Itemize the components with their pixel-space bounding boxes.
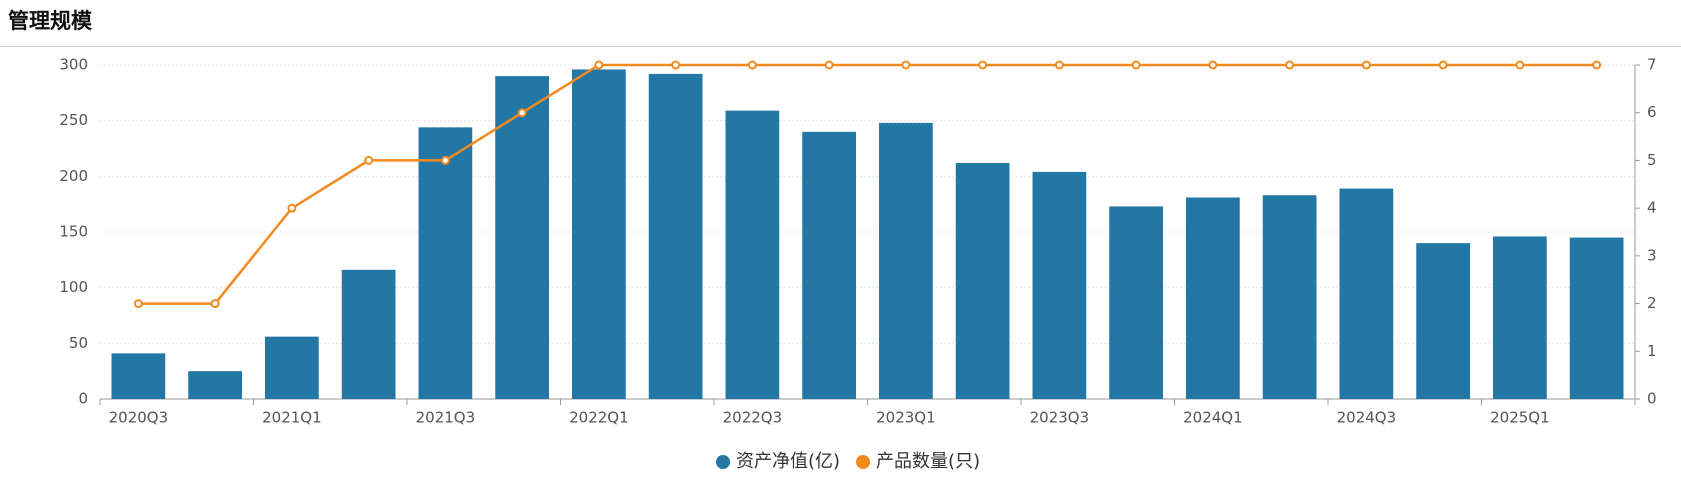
- bar: [1186, 197, 1240, 399]
- x-tick-label: 2023Q1: [876, 409, 936, 427]
- bar: [1569, 237, 1624, 399]
- line-point: [1285, 60, 1295, 70]
- legend-marker: [716, 455, 730, 469]
- x-tick-label: 2025Q1: [1490, 409, 1550, 427]
- line-point: [287, 203, 297, 213]
- bar: [341, 269, 396, 399]
- line-point: [364, 155, 374, 165]
- y2-tick-label: 7: [1647, 56, 1657, 74]
- bar: [879, 122, 933, 399]
- y2-tick-label: 6: [1647, 103, 1657, 121]
- y-tick-label: 0: [78, 390, 88, 408]
- bar: [648, 73, 703, 399]
- y-tick-label: 50: [69, 334, 88, 352]
- y-tick-label: 200: [59, 167, 88, 185]
- legend-label: 资产净值(亿): [736, 451, 840, 472]
- bar: [1032, 171, 1087, 399]
- line-point: [1592, 60, 1602, 70]
- bar: [1262, 195, 1317, 399]
- bar: [725, 110, 780, 399]
- x-tick-label: 2024Q3: [1337, 409, 1397, 427]
- x-tick-label: 2023Q3: [1030, 409, 1090, 427]
- x-tick-label: 2022Q1: [569, 409, 629, 427]
- x-tick-label: 2021Q3: [416, 409, 476, 427]
- line-point: [1515, 60, 1525, 70]
- line-point: [671, 60, 681, 70]
- line-point: [517, 108, 527, 118]
- line-point: [978, 60, 988, 70]
- x-tick-label: 2021Q1: [262, 409, 322, 427]
- bar: [802, 131, 856, 400]
- y-tick-label: 300: [59, 56, 88, 74]
- line-point: [133, 299, 143, 309]
- x-tick-label: 2022Q3: [723, 409, 783, 427]
- bar: [1339, 188, 1394, 399]
- bar: [1493, 236, 1547, 399]
- bar: [265, 336, 319, 399]
- line-point: [440, 155, 450, 165]
- y2-tick-label: 3: [1647, 246, 1657, 264]
- y2-tick-label: 1: [1647, 342, 1657, 360]
- bar: [495, 76, 549, 399]
- line-point: [1208, 60, 1218, 70]
- bar: [955, 162, 1010, 399]
- line-point: [824, 60, 834, 70]
- x-tick-label: 2020Q3: [109, 409, 169, 427]
- bar: [111, 353, 166, 399]
- bar: [572, 69, 626, 399]
- y2-tick-label: 5: [1647, 151, 1657, 169]
- line: [138, 63, 1597, 305]
- y-tick-label: 100: [59, 278, 88, 296]
- x-tick-label: 2024Q1: [1183, 409, 1243, 427]
- line-point: [1054, 60, 1064, 70]
- y-tick-label: 250: [59, 111, 88, 129]
- bar: [188, 371, 242, 399]
- line-point: [210, 299, 220, 309]
- y2-tick-label: 4: [1647, 199, 1657, 217]
- line-point: [1438, 60, 1448, 70]
- line-point: [747, 60, 757, 70]
- bar: [1416, 243, 1470, 399]
- line-point: [1131, 60, 1141, 70]
- chart-title: 管理规模: [8, 9, 93, 33]
- line-point: [901, 60, 911, 70]
- legend-label: 产品数量(只): [876, 451, 980, 472]
- y2-tick-label: 0: [1647, 390, 1657, 408]
- bar: [1109, 206, 1163, 399]
- legend-marker: [856, 455, 871, 469]
- y-tick-label: 150: [59, 223, 88, 241]
- bar: [418, 127, 473, 399]
- line-point: [594, 60, 604, 70]
- y2-tick-label: 2: [1647, 294, 1657, 312]
- line-point: [1361, 60, 1371, 70]
